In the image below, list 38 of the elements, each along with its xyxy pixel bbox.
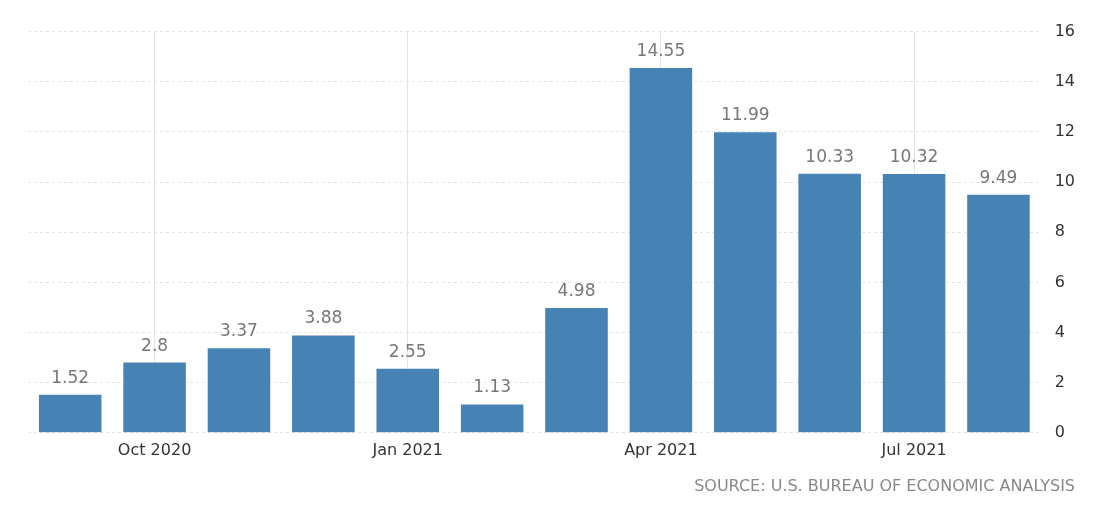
x-tick-label: Jan 2021: [371, 439, 443, 459]
data-label: 2.8: [141, 334, 169, 355]
x-tick-label: Oct 2020: [117, 439, 192, 459]
y-tick-label: 12: [1054, 121, 1075, 141]
data-label: 1.52: [51, 366, 90, 387]
bar: [714, 132, 777, 433]
bar: [38, 394, 102, 433]
y-tick-label: 2: [1054, 371, 1065, 391]
data-label: 3.88: [304, 307, 343, 328]
bar: [460, 404, 524, 433]
bar: [376, 368, 440, 433]
data-label: 10.32: [889, 145, 939, 166]
y-tick-label: 4: [1054, 321, 1065, 341]
bar: [798, 173, 861, 433]
y-tick-label: 16: [1054, 20, 1075, 40]
data-label: 14.55: [636, 39, 686, 60]
bar: [545, 307, 608, 433]
bar: [207, 348, 271, 433]
data-label: 11.99: [720, 104, 770, 125]
bar: [123, 362, 186, 433]
data-label: 10.33: [805, 145, 855, 166]
y-tick-label: 0: [1054, 421, 1065, 441]
data-label: 3.37: [220, 320, 258, 341]
x-tick-label: Jul 2021: [880, 439, 947, 459]
y-tick-label: 6: [1054, 271, 1065, 291]
y-tick-label: 10: [1054, 171, 1075, 191]
data-label: 4.98: [557, 279, 596, 300]
source-note: SOURCE: U.S. BUREAU OF ECONOMIC ANALYSIS: [693, 476, 1076, 495]
y-tick-label: 8: [1054, 221, 1065, 241]
x-tick-label: Apr 2021: [624, 439, 698, 459]
data-label: 1.13: [473, 376, 512, 397]
bar: [967, 194, 1030, 433]
bar: [629, 67, 693, 433]
data-label: 2.55: [388, 340, 427, 361]
data-label: 9.49: [979, 166, 1018, 187]
bar: [882, 174, 946, 433]
bar: [292, 335, 355, 433]
y-tick-label: 14: [1054, 70, 1075, 90]
